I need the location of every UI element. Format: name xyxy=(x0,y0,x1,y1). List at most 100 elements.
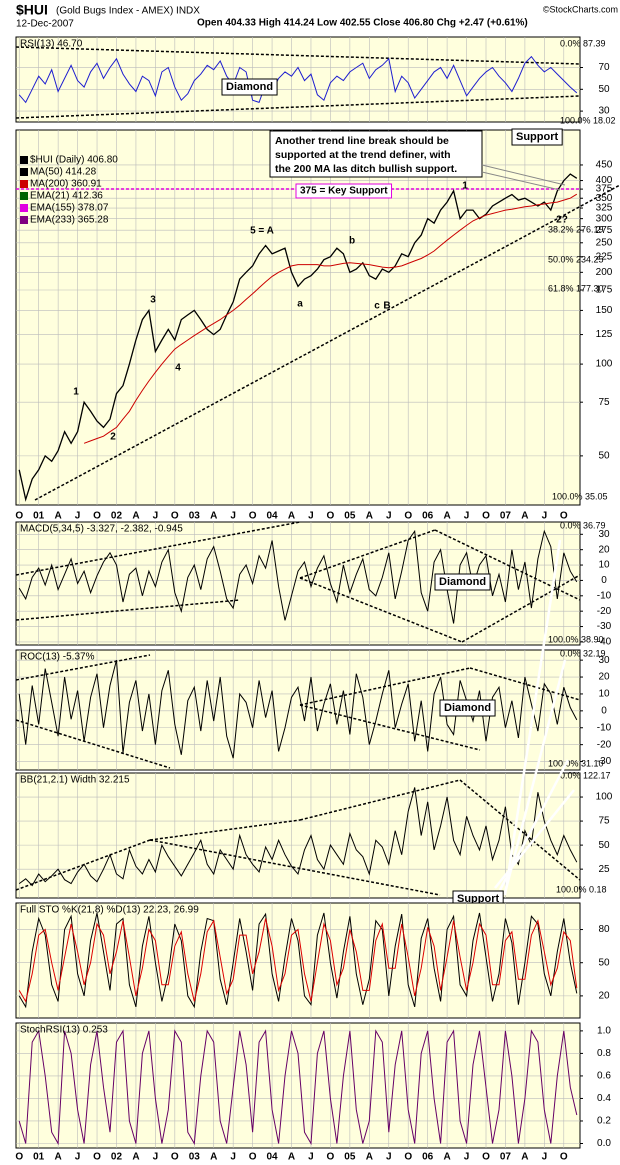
y-tick-label: 100 xyxy=(596,792,613,803)
x-tick-label: O xyxy=(93,511,101,522)
y-tick-label: 100 xyxy=(596,359,613,370)
fib-label: 100.0% 18.02 xyxy=(560,115,616,125)
legend-swatch xyxy=(20,204,28,212)
x-tick-label: 05 xyxy=(344,511,356,522)
wave-label: 3 xyxy=(150,295,156,306)
wave-label: 1 xyxy=(73,387,79,398)
y-tick-label: 275 xyxy=(596,225,613,236)
trend-line xyxy=(149,839,441,896)
fib-label: 38.2% 276.19 xyxy=(548,224,604,234)
pointer xyxy=(481,171,561,191)
pointer xyxy=(503,539,562,896)
trend-line xyxy=(299,704,481,751)
series-line xyxy=(18,787,578,887)
y-tick-label: 325 xyxy=(596,203,613,214)
x-tick-label: O xyxy=(482,511,490,522)
y-tick-label: 250 xyxy=(596,237,613,248)
y-tick-label: 350 xyxy=(596,193,613,204)
panel-label: Full STO %K(21,8) %D(13) 22.23, 26.99 xyxy=(20,905,199,916)
x-tick-label: A xyxy=(132,1152,139,1163)
trend-line xyxy=(15,599,241,621)
x-tick-label: 03 xyxy=(189,511,201,522)
panel xyxy=(15,36,581,123)
series-line xyxy=(18,659,578,759)
annotation: 375 = Key Support xyxy=(300,186,388,197)
legend-swatch xyxy=(20,216,28,224)
legend-swatch xyxy=(20,168,28,176)
x-tick-label: 06 xyxy=(422,511,434,522)
x-tick-label: 01 xyxy=(33,511,45,522)
y-tick-label: 450 xyxy=(596,160,613,171)
x-tick-label: O xyxy=(560,511,568,522)
x-tick-label: A xyxy=(55,1152,62,1163)
series-line xyxy=(18,55,578,104)
trend-line xyxy=(299,529,436,579)
x-tick-label: A xyxy=(366,511,373,522)
fib-label: 50.0% 234.25 xyxy=(548,254,604,264)
trend-line xyxy=(434,529,581,601)
x-tick-label: A xyxy=(288,1152,295,1163)
wave-label: 1 xyxy=(462,181,468,192)
y-tick-label: 30 xyxy=(598,655,610,666)
y-tick-label: 0.6 xyxy=(597,1071,611,1082)
x-tick-label: J xyxy=(75,1152,81,1163)
x-tick-label: J xyxy=(386,511,392,522)
y-tick-label: -10 xyxy=(597,590,612,601)
x-tick-label: 04 xyxy=(267,1152,279,1163)
y-tick-label: 400 xyxy=(596,175,613,186)
x-tick-label: 02 xyxy=(111,1152,123,1163)
x-tick-label: O xyxy=(171,511,179,522)
legend-swatch xyxy=(20,180,28,188)
x-tick-label: 05 xyxy=(344,1152,356,1163)
series-line xyxy=(18,529,578,624)
y-tick-label: 0.0 xyxy=(597,1138,611,1149)
annotation-box xyxy=(434,573,491,591)
pointer xyxy=(494,789,575,889)
trend-line xyxy=(15,719,171,769)
panel-label: RSI(13) 46.70 xyxy=(20,39,83,50)
y-tick-label: -10 xyxy=(597,722,612,733)
x-tick-label: J xyxy=(230,1152,236,1163)
x-tick-label: J xyxy=(230,511,236,522)
legend-entry: $HUI (Daily) 406.80 xyxy=(30,155,118,166)
wave-label: 2? xyxy=(556,215,568,226)
y-tick-label: 50 xyxy=(598,84,610,95)
fib-label: 0.0% 87.39 xyxy=(560,38,606,48)
callout-box xyxy=(269,130,483,178)
fib-label: 100.0% 35.05 xyxy=(552,491,608,501)
x-tick-label: A xyxy=(366,1152,373,1163)
x-tick-label: J xyxy=(542,1152,548,1163)
wave-label: 4 xyxy=(175,363,181,374)
x-tick-label: J xyxy=(464,1152,470,1163)
pointer xyxy=(481,164,566,186)
x-tick-label: O xyxy=(15,1152,23,1163)
wave-label: 2 xyxy=(110,432,116,443)
x-tick-label: A xyxy=(55,511,62,522)
y-tick-label: 30 xyxy=(598,529,610,540)
y-tick-label: 50 xyxy=(598,451,610,462)
annotation-box xyxy=(295,183,393,199)
x-tick-label: A xyxy=(443,1152,450,1163)
x-tick-label: 07 xyxy=(500,511,512,522)
fib-label: 0.0% 32.19 xyxy=(560,648,606,658)
annotation: Support xyxy=(516,131,558,143)
credit: ©StockCharts.com xyxy=(543,4,618,14)
x-tick-label: 06 xyxy=(422,1152,434,1163)
panel xyxy=(15,772,581,899)
legend-entry: MA(200) 360.91 xyxy=(30,179,102,190)
callout-text: the 200 MA las ditch bullish support. xyxy=(275,163,457,175)
subtitle: (Gold Bugs Index - AMEX) INDX xyxy=(56,6,200,17)
y-tick-label: 30 xyxy=(598,106,610,117)
trend-line xyxy=(469,667,581,701)
fib-label: 100.0% 31.10 xyxy=(548,758,604,768)
y-tick-label: 75 xyxy=(598,816,610,827)
x-tick-label: O xyxy=(404,511,412,522)
y-tick-label: 70 xyxy=(598,62,610,73)
wave-label: B xyxy=(383,301,390,312)
x-tick-label: J xyxy=(75,511,81,522)
x-tick-label: A xyxy=(132,511,139,522)
symbol: $HUI xyxy=(16,2,48,18)
x-tick-label: A xyxy=(210,1152,217,1163)
panel-label: MACD(5,34,5) -3.327, -2.382, -0.945 xyxy=(20,524,183,535)
y-tick-label: 20 xyxy=(598,991,610,1002)
